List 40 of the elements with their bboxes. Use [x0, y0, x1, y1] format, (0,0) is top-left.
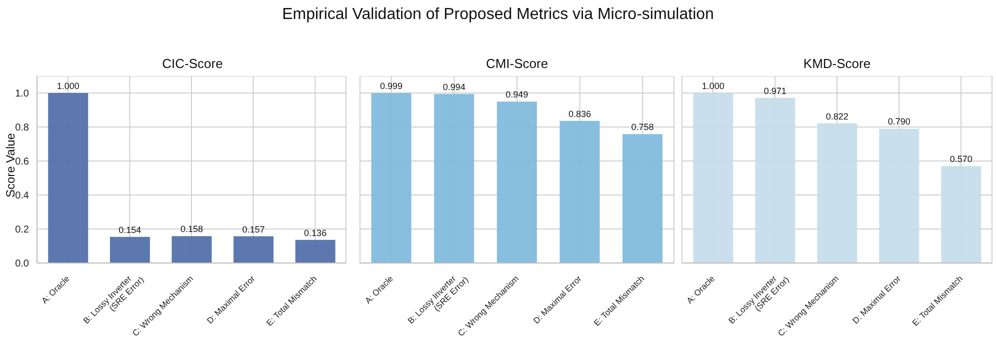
data-label: 0.949 — [506, 90, 528, 100]
y-tick-label: 1.0 — [15, 88, 30, 100]
data-label: 0.136 — [304, 228, 327, 238]
data-label: 0.158 — [180, 224, 203, 234]
data-label: 0.790 — [888, 116, 910, 127]
y-tick-label: 0.2 — [15, 224, 30, 236]
data-label: 0.822 — [826, 111, 848, 122]
data-label: 0.836 — [568, 108, 591, 119]
bar — [560, 120, 600, 263]
y-tick-label: 0.6 — [15, 156, 30, 168]
data-label: 0.157 — [242, 224, 265, 234]
bar — [755, 98, 796, 263]
bar — [941, 166, 982, 263]
chart-subtitle: CMI-Score — [484, 56, 550, 73]
data-label: 0.570 — [950, 154, 972, 164]
data-label: 0.758 — [631, 122, 654, 132]
bar — [110, 236, 150, 263]
bar — [48, 93, 88, 263]
y-tick-label: 0.0 — [15, 258, 30, 270]
data-label: 0.994 — [442, 82, 466, 92]
chart-subtitle: CIC-Score — [161, 56, 224, 73]
data-label: 1.000 — [56, 81, 80, 91]
bar — [622, 134, 663, 263]
bar — [434, 94, 474, 263]
data-label: 0.154 — [118, 224, 142, 235]
data-label: 0.999 — [380, 81, 403, 92]
bar — [879, 128, 920, 263]
data-label: 0.971 — [764, 86, 786, 96]
y-tick-label: 0.8 — [15, 122, 30, 134]
bar — [693, 93, 734, 263]
text: Empirical Validation of Proposed Metrics via Micro-simulation — [281, 6, 715, 24]
bar — [496, 102, 537, 263]
bar — [371, 93, 412, 263]
bar — [234, 236, 274, 263]
bar — [295, 240, 336, 263]
y-tick-label: 0.4 — [15, 190, 30, 202]
chart-subtitle: KMD-Score — [802, 56, 872, 73]
bar — [817, 123, 858, 263]
data-label: 1.000 — [702, 81, 724, 91]
bar — [172, 236, 212, 263]
